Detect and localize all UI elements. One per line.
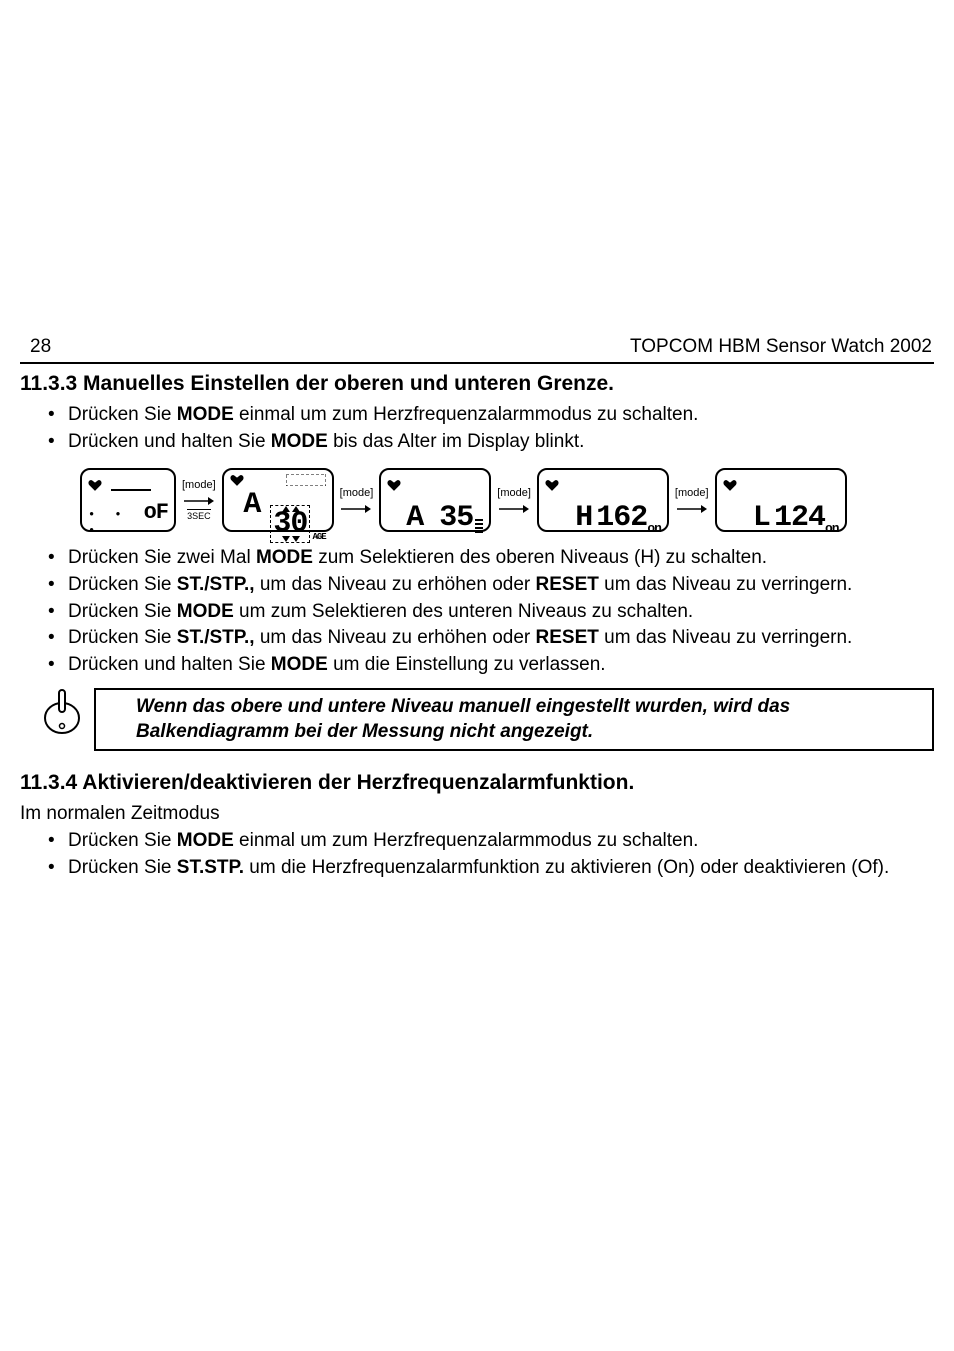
arrow-mode: [mode] <box>497 486 531 514</box>
list-item: Drücken Sie MODE einmal um zum Herzfrequ… <box>68 403 934 428</box>
arrow-icon <box>184 495 214 507</box>
lcd-left-h: H <box>575 499 592 538</box>
arrow-icon <box>499 503 529 515</box>
document-title: TOPCOM HBM Sensor Watch 2002 <box>630 335 934 360</box>
list-item: Drücken Sie ST.STP. um die Herzfrequenza… <box>68 856 934 881</box>
header-divider <box>20 362 934 364</box>
heart-icon <box>387 479 401 491</box>
section-heading-11-3-4: 11.3.4 Aktivieren/deaktivieren der Herzf… <box>20 769 934 796</box>
heart-icon <box>723 479 737 491</box>
page-header: 28 TOPCOM HBM Sensor Watch 2002 <box>20 335 934 360</box>
list-item: Drücken und halten Sie MODE um die Einst… <box>68 653 934 678</box>
lcd-suffix-on: on <box>825 521 839 538</box>
list-item: Drücken Sie ST./STP., um das Niveau zu e… <box>68 626 934 651</box>
dots-icon: • • • <box>88 508 142 539</box>
note-box: Wenn das obere und untere Niveau manuell… <box>42 688 934 751</box>
lcd-box-of: • • • oF <box>80 468 176 532</box>
lcd-left-a: A <box>243 486 260 525</box>
bars-icon <box>475 519 483 538</box>
list-item: Drücken Sie ST./STP., um das Niveau zu e… <box>68 573 934 598</box>
page-number: 28 <box>20 335 51 360</box>
age-label: AGE <box>312 532 325 544</box>
heart-icon <box>545 479 559 491</box>
bullet-list-1134: Drücken Sie MODE einmal um zum Herzfrequ… <box>20 829 934 880</box>
sec-label: 3SEC <box>187 509 211 523</box>
note-text: Wenn das obere und untere Niveau manuell… <box>94 688 934 751</box>
down-arrows-icon <box>278 536 302 542</box>
heart-icon <box>88 479 102 491</box>
lcd-value-30: 30 <box>273 512 307 536</box>
arrow-icon <box>341 503 371 515</box>
lcd-box-a30: A 30 AGE <box>222 468 334 532</box>
lcd-box-l124: L 124 on <box>715 468 847 532</box>
bullet-list-bottom: Drücken Sie zwei Mal MODE zum Selektiere… <box>20 546 934 677</box>
bar-icon <box>111 483 151 491</box>
arrow-label: [mode] <box>497 486 531 500</box>
bullet-list-top: Drücken Sie MODE einmal um zum Herzfrequ… <box>20 403 934 454</box>
lcd-left-l: L <box>753 499 770 538</box>
lcd-left-a: A <box>406 499 423 538</box>
list-item: Drücken und halten Sie MODE bis das Alte… <box>68 430 934 455</box>
section-heading-11-3-3: 11.3.3 Manuelles Einstellen der oberen u… <box>20 370 934 397</box>
lcd-text-of: oF <box>144 499 168 528</box>
list-item: Drücken Sie MODE einmal um zum Herzfrequ… <box>68 829 934 854</box>
note-hand-icon <box>42 688 82 734</box>
arrow-label: [mode] <box>340 486 374 500</box>
lcd-value-35: 35 <box>439 499 473 538</box>
list-item: Drücken Sie MODE um zum Selektieren des … <box>68 600 934 625</box>
arrow-mode: [mode] <box>340 486 374 514</box>
heart-icon <box>230 474 244 486</box>
lcd-value-162: 162 <box>596 499 647 538</box>
arrow-label: [mode] <box>675 486 709 500</box>
lcd-value-124: 124 <box>774 499 825 538</box>
intro-text: Im normalen Zeitmodus <box>20 802 934 827</box>
arrow-mode-3sec: [mode] 3SEC <box>182 478 216 522</box>
dashed-box-icon <box>286 474 326 486</box>
arrow-mode: [mode] <box>675 486 709 514</box>
lcd-suffix-on: on <box>647 521 661 538</box>
lcd-box-a35: A 35 <box>379 468 491 532</box>
lcd-diagram-row: • • • oF [mode] 3SEC A 30 AGE <box>80 468 934 532</box>
list-item: Drücken Sie zwei Mal MODE zum Selektiere… <box>68 546 934 571</box>
lcd-box-h162: H 162 on <box>537 468 669 532</box>
arrow-icon <box>677 503 707 515</box>
arrow-label: [mode] <box>182 478 216 492</box>
